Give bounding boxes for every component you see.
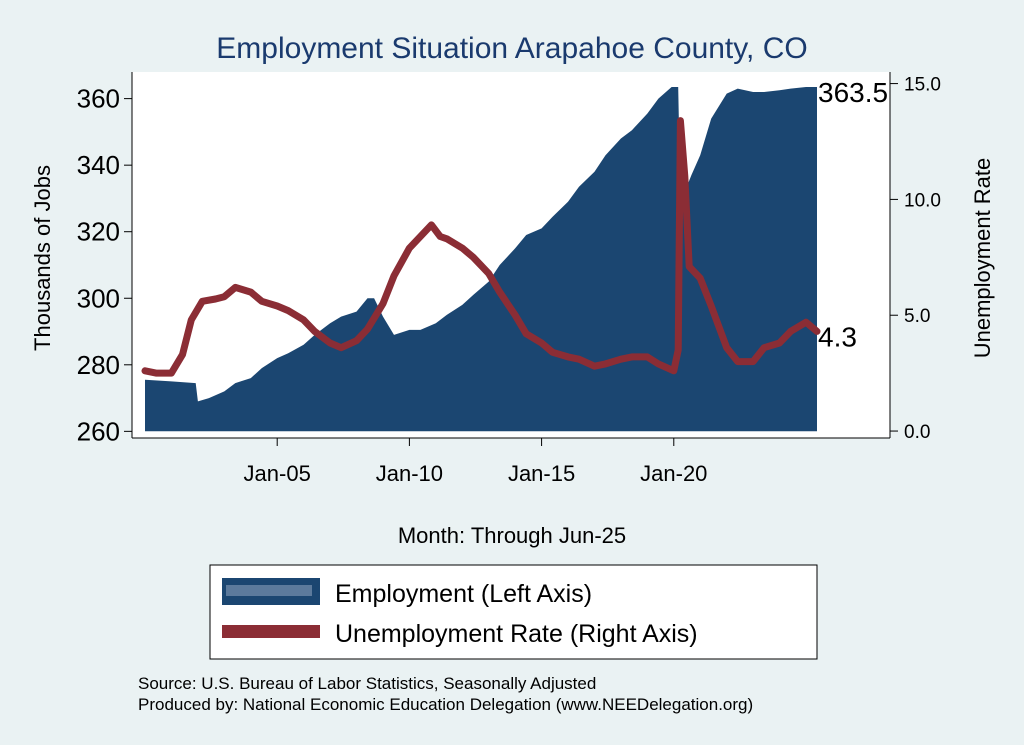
x-axis-ticks: Jan-05 Jan-10 Jan-15 Jan-20 bbox=[244, 438, 707, 486]
legend: Employment (Left Axis) Unemployment Rate… bbox=[209, 564, 818, 660]
unemployment-line-layer bbox=[141, 117, 821, 377]
x-tick-label: Jan-20 bbox=[640, 461, 707, 486]
x-axis-title: Month: Through Jun-25 bbox=[398, 523, 626, 548]
unemployment-line bbox=[141, 117, 821, 377]
x-tick-label: Jan-10 bbox=[376, 461, 443, 486]
left-axis-ticks: 260 280 300 320 340 360 bbox=[77, 84, 132, 446]
legend-swatch-employment-inner bbox=[226, 585, 312, 596]
employment-end-label: 363.5 bbox=[818, 77, 888, 108]
left-tick-label: 280 bbox=[77, 350, 120, 380]
right-tick-label: 15.0 bbox=[904, 75, 941, 96]
source-note: Source: U.S. Bureau of Labor Statistics,… bbox=[138, 674, 596, 693]
left-tick-label: 340 bbox=[77, 150, 120, 180]
right-tick-label: 0.0 bbox=[904, 422, 930, 443]
chart-title: Employment Situation Arapahoe County, CO bbox=[216, 32, 807, 65]
employment-area-layer bbox=[145, 87, 817, 432]
right-tick-label: 5.0 bbox=[904, 306, 930, 327]
x-tick-label: Jan-15 bbox=[508, 461, 575, 486]
produced-by-note: Produced by: National Economic Education… bbox=[138, 695, 753, 714]
legend-swatch-unemployment bbox=[222, 625, 320, 638]
left-tick-label: 300 bbox=[77, 283, 120, 313]
left-axis-title: Thousands of Jobs bbox=[30, 165, 55, 351]
right-tick-label: 10.0 bbox=[904, 190, 941, 211]
employment-area bbox=[145, 87, 817, 432]
left-tick-label: 360 bbox=[77, 84, 120, 114]
unemployment-end-label: 4.3 bbox=[818, 321, 857, 352]
x-tick-label: Jan-05 bbox=[244, 461, 311, 486]
left-tick-label: 260 bbox=[77, 416, 120, 446]
legend-label-unemployment: Unemployment Rate (Right Axis) bbox=[335, 620, 698, 648]
legend-box bbox=[209, 564, 818, 660]
left-tick-label: 320 bbox=[77, 217, 120, 247]
right-axis-title: Unemployment Rate bbox=[970, 158, 995, 359]
right-axis-ticks: 0.0 5.0 10.0 15.0 bbox=[890, 75, 941, 443]
legend-label-employment: Employment (Left Axis) bbox=[335, 580, 592, 608]
